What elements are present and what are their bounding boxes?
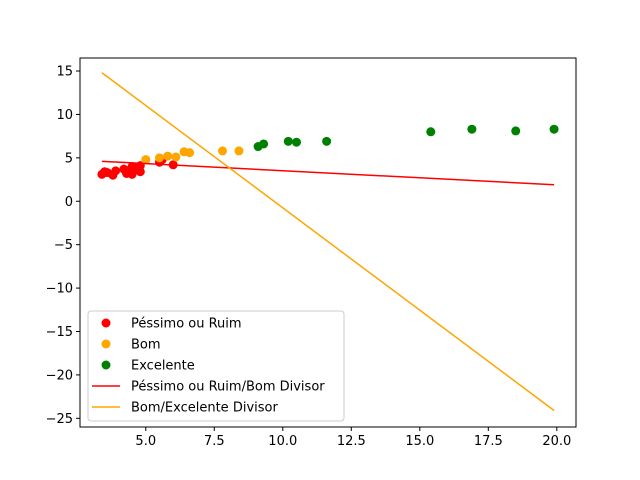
line-pessimo-ou-ruim-bom-divisor <box>101 160 555 186</box>
point-excelente-1 <box>259 139 269 149</box>
axes-frame <box>79 57 577 428</box>
y-tick-label: −20 <box>46 368 73 383</box>
point-excelente-8 <box>549 124 559 134</box>
x-tick-label: 20.0 <box>542 434 571 449</box>
point-bom-7 <box>234 146 244 156</box>
legend-item-bom: Bom <box>101 338 161 353</box>
y-tick-label: 15 <box>56 65 73 80</box>
point-excelente-6 <box>467 124 477 134</box>
legend-item-pessimo-ou-ruim-bom-divisor: Péssimo ou Ruim/Bom Divisor <box>92 380 325 395</box>
legend-box <box>87 310 345 422</box>
legend-item-excelente: Excelente <box>101 359 195 374</box>
point-excelente-3 <box>291 137 301 147</box>
legend-label: Péssimo ou Ruim <box>131 317 242 332</box>
point-pessimo-ou-ruim-4 <box>111 166 121 176</box>
x-tick-label: 10.0 <box>268 434 297 449</box>
y-tick-label: −25 <box>46 412 73 427</box>
point-bom-0 <box>141 155 151 165</box>
y-tick-label: −15 <box>46 325 73 340</box>
point-bom-3 <box>171 152 181 162</box>
legend-marker <box>101 318 111 328</box>
point-bom-5 <box>185 148 195 158</box>
x-tick-label: 17.5 <box>474 434 503 449</box>
plot-area <box>97 72 559 412</box>
legend-item-pessimo-ou-ruim: Péssimo ou Ruim <box>101 317 242 332</box>
x-tick-label: 12.5 <box>337 434 366 449</box>
x-tick-label: 7.5 <box>204 434 225 449</box>
x-tick-label: 5.0 <box>135 434 156 449</box>
point-excelente-5 <box>426 127 436 137</box>
legend-label: Péssimo ou Ruim/Bom Divisor <box>131 380 325 395</box>
legend-label: Bom/Excelente Divisor <box>131 401 278 416</box>
x-tick-label: 15.0 <box>405 434 434 449</box>
y-tick-label: 0 <box>65 195 73 210</box>
y-tick-label: 10 <box>56 108 73 123</box>
point-bom-1 <box>154 153 164 163</box>
legend-marker <box>101 339 111 349</box>
legend-item-bom-excelente-divisor: Bom/Excelente Divisor <box>92 401 278 416</box>
legend-label: Excelente <box>131 359 195 374</box>
series-excelente <box>253 124 559 152</box>
point-bom-6 <box>217 146 227 156</box>
legend-label: Bom <box>131 338 161 353</box>
point-bom-2 <box>163 151 173 161</box>
point-excelente-7 <box>511 126 521 136</box>
y-tick-label: −10 <box>46 282 73 297</box>
point-excelente-4 <box>322 136 332 146</box>
legend: Péssimo ou Ruim Bom Excelente Péssimo ou Ru… <box>87 310 345 422</box>
point-excelente-2 <box>283 136 293 146</box>
y-tick-label: 5 <box>65 151 73 166</box>
y-tick-label: −5 <box>54 238 73 253</box>
line-bom-excelente-divisor <box>101 72 555 412</box>
legend-marker <box>101 360 111 370</box>
series-bom <box>141 146 244 165</box>
axes: 5.0 7.5 10.0 12.5 15.0 17.5 20.0 15 10 5 0 −5 −10 −15… <box>46 65 572 449</box>
